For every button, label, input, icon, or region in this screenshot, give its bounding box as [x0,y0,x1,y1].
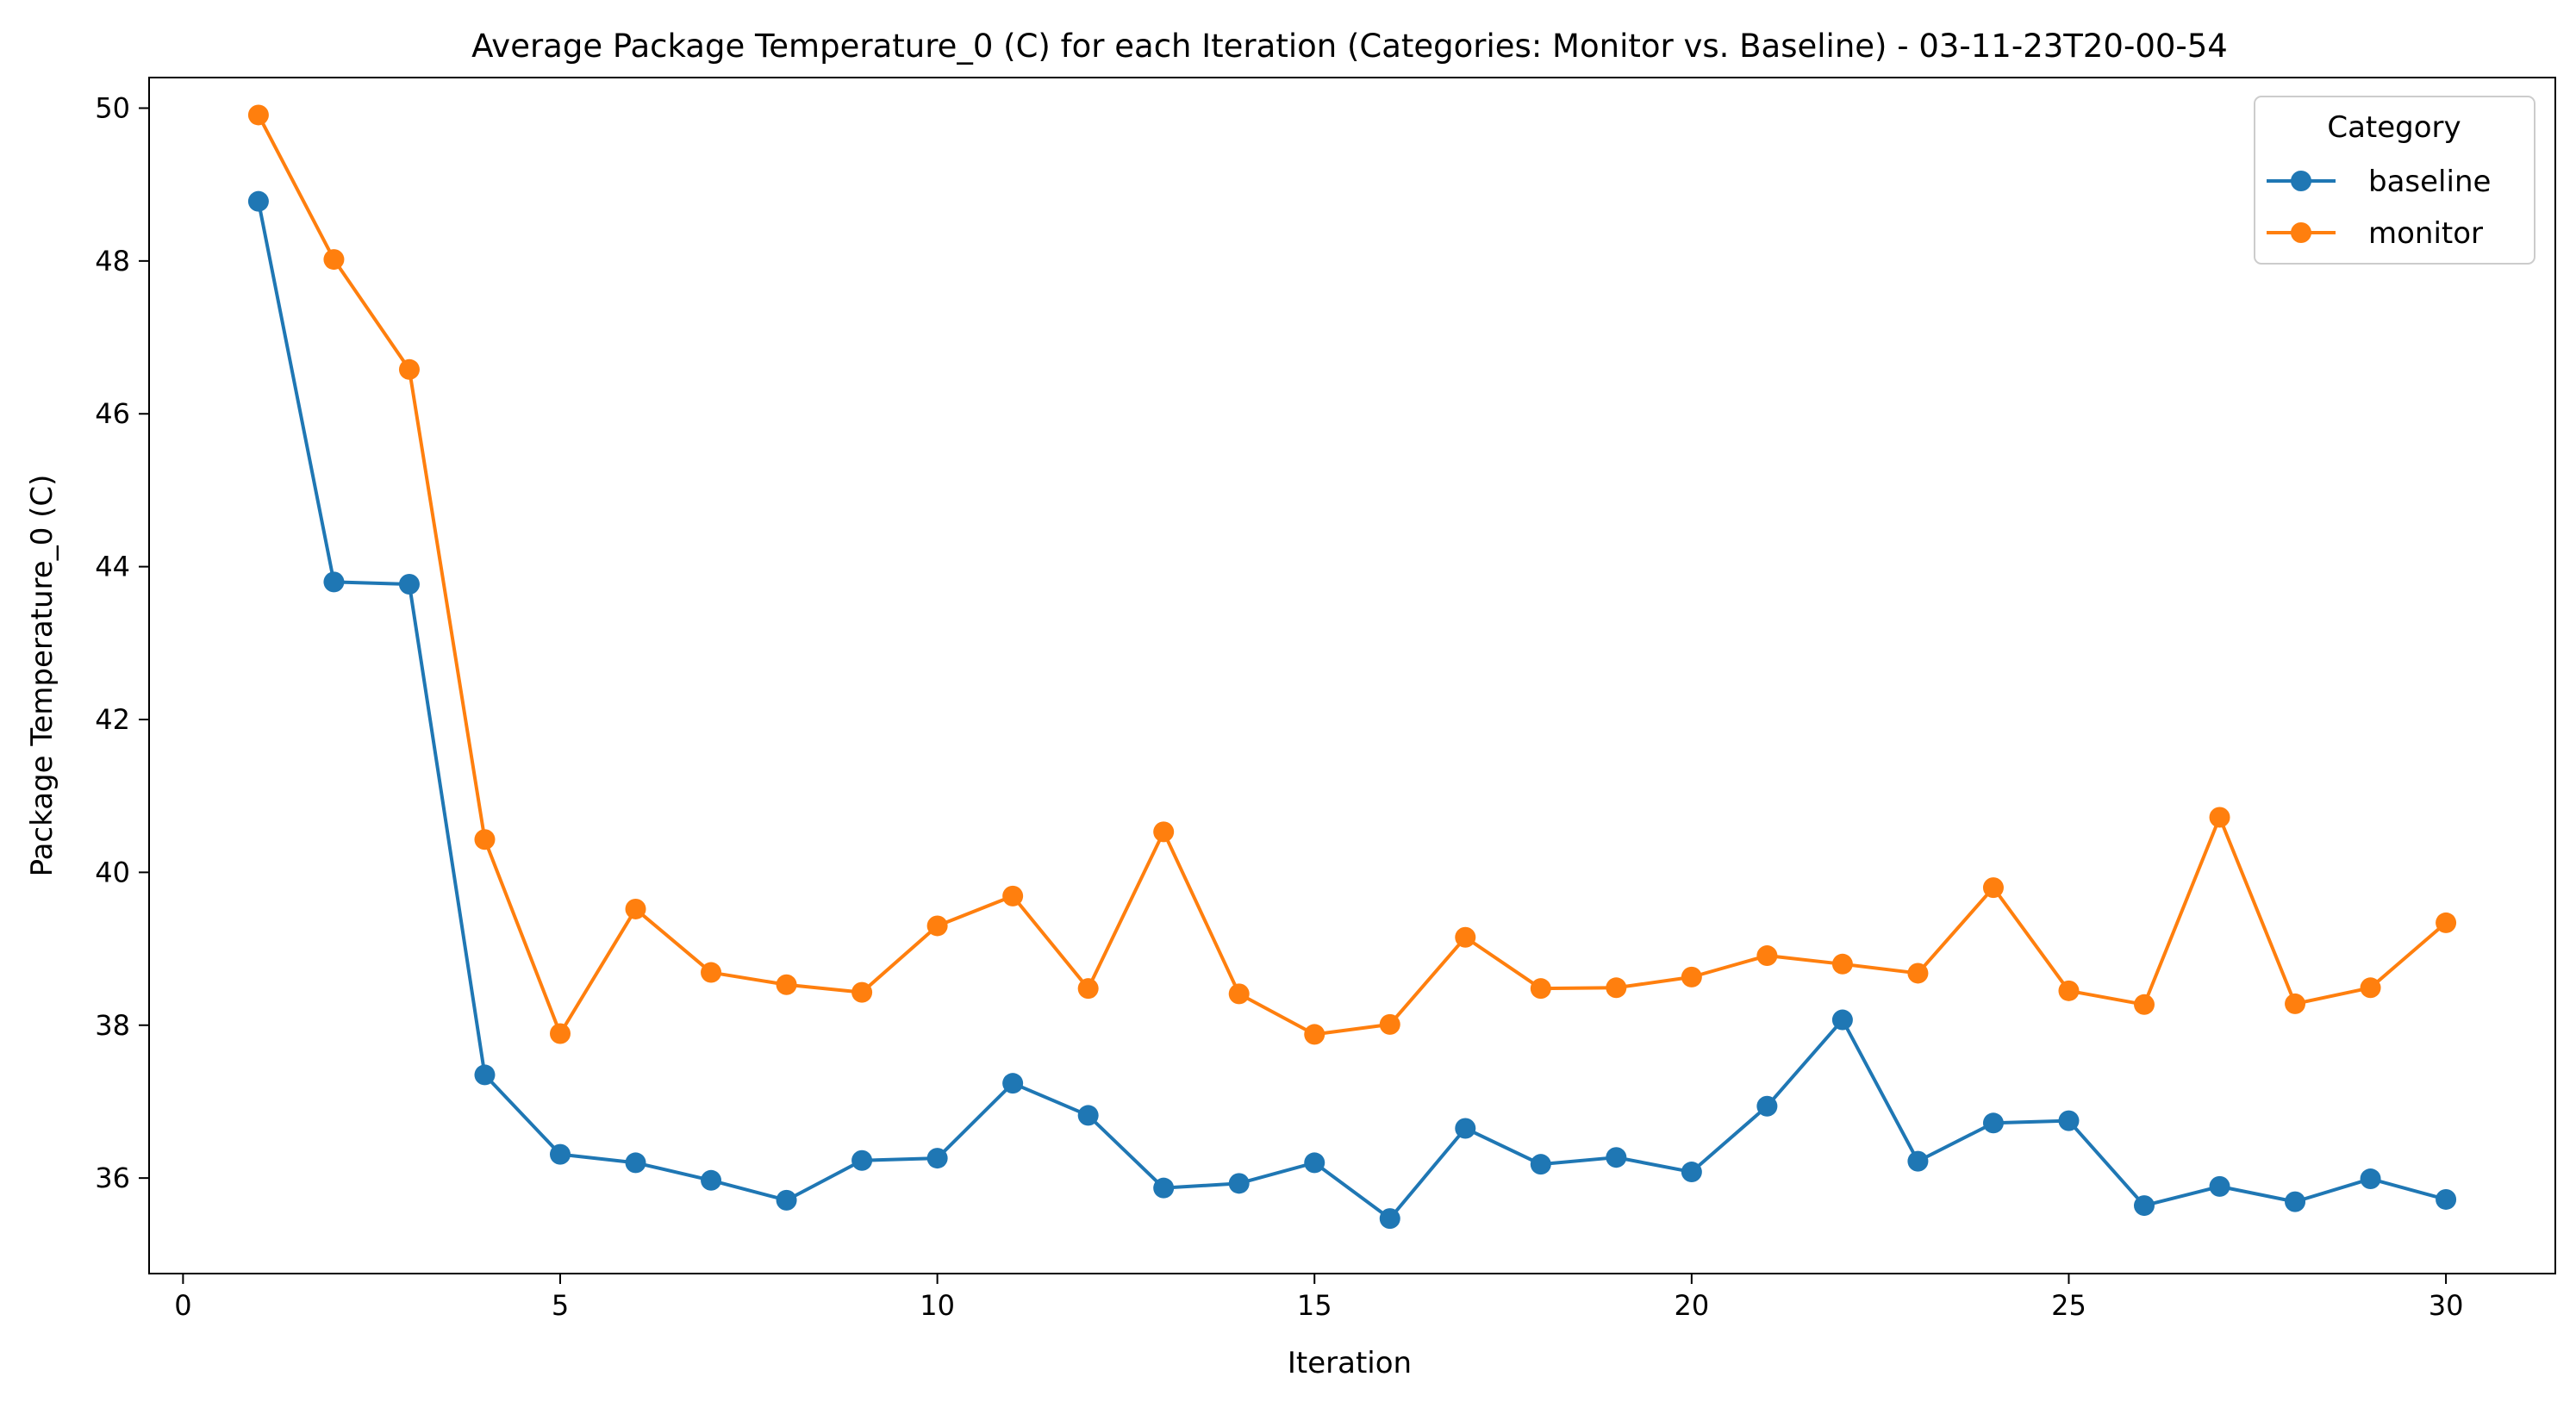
plot-area [148,77,2556,1274]
y-tick-label: 50 [95,91,130,124]
y-tick-label: 42 [95,703,130,736]
baseline-data-point [2058,1110,2080,1131]
monitor-data-point [474,829,496,850]
monitor-data-point [398,358,420,380]
baseline-data-point [1153,1177,1175,1199]
monitor-data-point [701,962,722,983]
monitor-data-point [1982,877,2004,899]
monitor-data-point [550,1023,571,1044]
monitor-data-point [1606,977,1627,999]
baseline-data-point [550,1143,571,1165]
monitor-data-point [851,981,873,1003]
baseline-data-point [1002,1073,1024,1094]
baseline-data-point [1379,1208,1400,1230]
series-layer [247,104,2457,1230]
baseline-data-point [398,574,420,595]
baseline-data-point [1228,1173,1250,1194]
monitor-data-point [625,898,646,919]
legend-box [2254,96,2535,265]
baseline-data-point [625,1152,646,1174]
y-axis-label: Package Temperature_0 (C) [25,475,59,877]
monitor-data-point [1681,966,1702,987]
baseline-data-point [776,1189,797,1211]
monitor-data-point [2209,807,2230,828]
x-tick-label: 0 [174,1289,191,1322]
baseline-data-point [2133,1195,2155,1217]
monitor-data-point [1756,945,1778,967]
monitor-data-point [247,104,269,126]
baseline-legend-marker [2291,171,2311,191]
monitor-data-point [2436,912,2457,933]
baseline-data-point [1304,1152,1325,1174]
baseline-data-point [474,1064,496,1086]
monitor-data-point [1907,963,1929,984]
baseline-data-point [1681,1162,1702,1183]
baseline-data-point [1606,1147,1627,1168]
baseline-data-point [851,1149,873,1171]
baseline-series-line [256,201,2447,1221]
baseline-data-point [701,1169,722,1191]
baseline-data-point [2360,1168,2381,1190]
baseline-legend-label: baseline [2368,165,2491,199]
x-tick-label: 10 [920,1289,955,1322]
monitor-data-point [1002,885,1024,906]
legend: Category baseline monitor [2254,96,2535,265]
baseline-data-point [2285,1191,2306,1212]
y-tick-label: 40 [95,856,130,888]
monitor-data-point [1077,978,1099,1000]
x-axis: 0 5 10 15 20 25 30 [174,1274,2463,1322]
legend-title: Category [2327,110,2461,145]
y-tick-label: 38 [95,1009,130,1042]
baseline-data-point [1982,1112,2004,1134]
y-tick-label: 48 [95,245,130,277]
x-tick-label: 5 [552,1289,569,1322]
x-tick-label: 15 [1297,1289,1332,1322]
monitor-legend-label: monitor [2368,216,2483,251]
baseline-data-point [247,190,269,212]
monitor-data-point [2360,977,2381,999]
monitor-data-point [2285,993,2306,1014]
x-tick-label: 30 [2429,1289,2464,1322]
baseline-data-point [1831,1009,1853,1031]
y-tick-label: 36 [95,1162,130,1194]
y-tick-label: 44 [95,551,130,583]
monitor-data-point [926,915,948,937]
baseline-data-point [323,571,345,593]
monitor-data-point [2058,980,2080,1001]
chart-title: Average Package Temperature_0 (C) for ea… [471,28,2228,65]
baseline-data-point [2436,1188,2457,1210]
baseline-data-point [1077,1105,1099,1126]
monitor-legend-marker [2291,222,2311,243]
baseline-data-point [926,1148,948,1169]
y-axis: 36 38 40 42 44 46 48 50 [95,91,149,1194]
monitor-series-line [257,114,2448,1037]
monitor-data-point [2133,994,2155,1015]
x-axis-label: Iteration [1288,1346,1412,1380]
monitor-data-point [1304,1024,1325,1045]
monitor-data-point [1228,983,1250,1005]
monitor-data-point [776,974,797,995]
baseline-data-point [1907,1150,1929,1172]
baseline-data-point [2209,1175,2230,1197]
x-tick-label: 25 [2051,1289,2086,1322]
monitor-data-point [1530,978,1551,1000]
x-tick-label: 20 [1674,1289,1709,1322]
y-tick-label: 46 [95,397,130,430]
monitor-data-point [1455,926,1476,948]
monitor-data-point [323,249,345,271]
baseline-data-point [1455,1118,1476,1139]
monitor-data-point [1153,821,1175,843]
baseline-data-point [1530,1154,1551,1175]
baseline-data-point [1756,1095,1778,1117]
monitor-data-point [1379,1013,1400,1035]
monitor-data-point [1831,953,1853,975]
